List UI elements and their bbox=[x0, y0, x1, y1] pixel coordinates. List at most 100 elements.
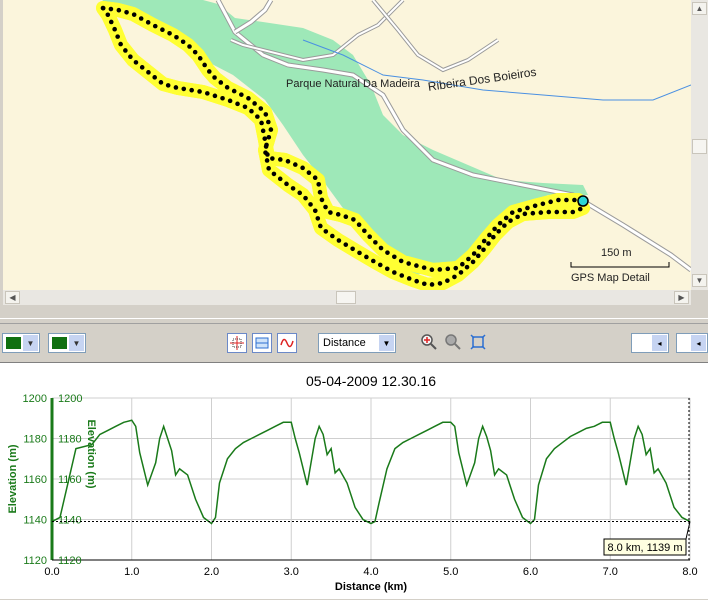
x-axis-select[interactable]: Distance ▼ bbox=[318, 333, 396, 353]
track-point bbox=[315, 216, 321, 221]
track-point bbox=[312, 175, 318, 181]
track-point bbox=[293, 162, 298, 167]
y-tick-label: 1180 bbox=[23, 434, 47, 446]
track-point bbox=[278, 157, 283, 162]
y-axis-label: Elevation (m) bbox=[7, 444, 19, 513]
track-point bbox=[530, 210, 536, 216]
track-point bbox=[475, 253, 481, 259]
chevron-down-icon: ▼ bbox=[379, 335, 394, 351]
track-point bbox=[115, 34, 120, 39]
track-point bbox=[370, 258, 376, 264]
track-point bbox=[453, 265, 459, 271]
track-point bbox=[384, 266, 390, 272]
chart-title: 05-04-2009 12.30.16 bbox=[306, 373, 436, 389]
crosshair-button[interactable] bbox=[227, 333, 247, 353]
y-tick-label-inner: 1200 bbox=[58, 393, 82, 405]
y-tick-label: 1140 bbox=[23, 515, 47, 527]
track-point bbox=[554, 209, 560, 215]
crosshair-icon bbox=[230, 336, 244, 350]
zoom-out-button[interactable] bbox=[444, 333, 462, 351]
track-point bbox=[367, 234, 373, 240]
track-point bbox=[224, 85, 230, 90]
zoom-extent-button[interactable] bbox=[469, 333, 487, 351]
zoom-in-button[interactable] bbox=[420, 333, 438, 351]
pane-splitter[interactable] bbox=[0, 318, 708, 324]
track-point bbox=[508, 218, 513, 223]
range-start-spinner[interactable]: ◂ bbox=[631, 333, 669, 353]
track-point bbox=[303, 195, 308, 201]
elevation-chart[interactable]: 0.0 1.0 2.0 3.0 4.0 5.0 6.0 7.0 8.0 1200 1200 1180 1… bbox=[0, 362, 708, 599]
track-point bbox=[364, 254, 369, 260]
track-point bbox=[218, 80, 224, 85]
track-point bbox=[252, 101, 257, 106]
track-point bbox=[262, 136, 268, 141]
track-point bbox=[187, 44, 192, 49]
y-tick-label-inner: 1120 bbox=[58, 555, 82, 567]
track-point bbox=[138, 16, 144, 21]
gps-map[interactable]: Parque Natural Da Madeira Ribeira Dos Bo… bbox=[3, 0, 691, 290]
graph-mode-button[interactable] bbox=[277, 333, 297, 353]
split-view-button[interactable] bbox=[252, 333, 272, 353]
track-point bbox=[556, 197, 561, 203]
track-point bbox=[517, 207, 523, 213]
scroll-right-button[interactable]: ▶ bbox=[674, 291, 689, 304]
track-point bbox=[268, 127, 274, 132]
track-point bbox=[165, 83, 171, 88]
track-point bbox=[297, 190, 303, 196]
track-point bbox=[112, 26, 117, 32]
track-point bbox=[328, 210, 333, 215]
road bbox=[234, 0, 273, 34]
track-point bbox=[116, 7, 122, 13]
vertical-scroll-thumb[interactable] bbox=[692, 139, 707, 154]
track-point bbox=[487, 232, 492, 238]
track-point bbox=[206, 69, 212, 74]
track-point bbox=[189, 87, 194, 93]
scroll-left-button[interactable]: ◀ bbox=[5, 291, 20, 304]
wave-graph-icon bbox=[280, 338, 294, 348]
chevron-down-icon: ▼ bbox=[23, 335, 38, 351]
track-point bbox=[174, 35, 179, 40]
spin-arrow-icon: ◂ bbox=[691, 335, 706, 351]
track-point bbox=[406, 276, 412, 281]
horizontal-scroll-thumb[interactable] bbox=[336, 291, 356, 304]
track-point bbox=[205, 91, 210, 96]
elevation-chart-svg: 0.0 1.0 2.0 3.0 4.0 5.0 6.0 7.0 8.0 1200 1200 1180 1… bbox=[7, 373, 698, 593]
scroll-down-button[interactable]: ▼ bbox=[692, 274, 707, 287]
track-point bbox=[406, 261, 411, 266]
track-point bbox=[152, 23, 158, 29]
track-point bbox=[180, 39, 186, 45]
map-vertical-scrollbar[interactable]: ▲ ▼ bbox=[691, 0, 708, 290]
track-point bbox=[398, 258, 404, 264]
track-point bbox=[460, 261, 465, 267]
track-point bbox=[429, 282, 435, 287]
fill-color-picker[interactable]: ▼ bbox=[48, 333, 86, 353]
x-tick-label: 1.0 bbox=[124, 566, 139, 578]
range-end-spinner[interactable]: ◂ bbox=[676, 333, 708, 353]
track-point bbox=[263, 144, 269, 149]
track-point bbox=[260, 128, 266, 134]
track-point bbox=[306, 170, 312, 176]
zoom-out-icon bbox=[445, 334, 461, 350]
park-label: Parque Natural Da Madeira bbox=[286, 78, 420, 90]
scroll-up-button[interactable]: ▲ bbox=[692, 2, 707, 15]
y-tick-label-inner: 1180 bbox=[58, 434, 82, 446]
track-point bbox=[212, 75, 217, 80]
track-point bbox=[335, 212, 341, 217]
track-point bbox=[481, 247, 486, 253]
track-point bbox=[399, 273, 405, 278]
track-point bbox=[532, 203, 538, 209]
x-axis-select-value: Distance bbox=[323, 337, 366, 349]
track-point bbox=[540, 201, 546, 207]
park-area bbox=[100, 0, 588, 275]
map-horizontal-scrollbar[interactable]: ◀ ▶ bbox=[3, 290, 691, 305]
road bbox=[372, 0, 499, 72]
track-point bbox=[323, 204, 328, 210]
track-point bbox=[373, 240, 378, 245]
track-point bbox=[562, 209, 568, 215]
x-tick-label: 5.0 bbox=[443, 566, 458, 578]
track-point bbox=[152, 75, 157, 80]
track-point bbox=[158, 80, 164, 85]
line-color-picker[interactable]: ▼ bbox=[2, 333, 40, 353]
track-point bbox=[255, 114, 260, 119]
scale-label: 150 m bbox=[601, 247, 632, 259]
